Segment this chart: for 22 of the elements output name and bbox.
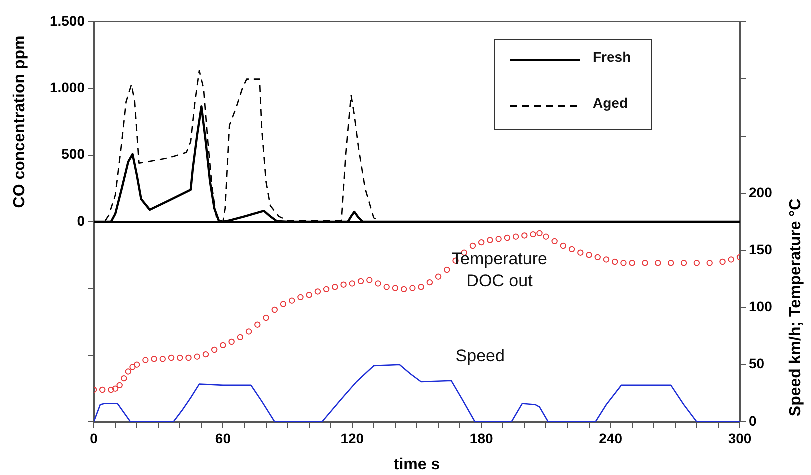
y2-tick-label: 100 bbox=[749, 298, 773, 315]
y2-tick-label: 0 bbox=[749, 412, 757, 429]
y-tick-label: 1.500 bbox=[50, 12, 86, 29]
series-label: Temperature DOC out bbox=[452, 250, 548, 291]
series-label: Speed bbox=[456, 346, 505, 366]
y2-tick-label: 200 bbox=[749, 184, 773, 200]
x-tick-label: 180 bbox=[470, 430, 494, 446]
x-tick-label: 0 bbox=[90, 430, 98, 446]
y2-axis-title: Speed km/h; Temperature °C bbox=[787, 198, 804, 417]
x-tick-label: 60 bbox=[215, 430, 232, 446]
y2-tick-label: 150 bbox=[749, 241, 773, 258]
x-tick-label: 240 bbox=[599, 430, 623, 446]
x-axis-title: time s bbox=[394, 456, 440, 474]
y2-tick-label: 50 bbox=[749, 356, 765, 372]
y-tick-label: 500 bbox=[62, 146, 86, 162]
x-tick-label: 300 bbox=[728, 430, 752, 446]
legend-label: Fresh bbox=[593, 48, 632, 65]
legend-label: Aged bbox=[593, 94, 628, 111]
x-tick-label: 120 bbox=[340, 430, 364, 446]
y-axis-title: CO concentration ppm bbox=[11, 36, 28, 208]
y-tick-label: 1.000 bbox=[50, 80, 86, 96]
y-tick-label: 0 bbox=[77, 212, 86, 229]
